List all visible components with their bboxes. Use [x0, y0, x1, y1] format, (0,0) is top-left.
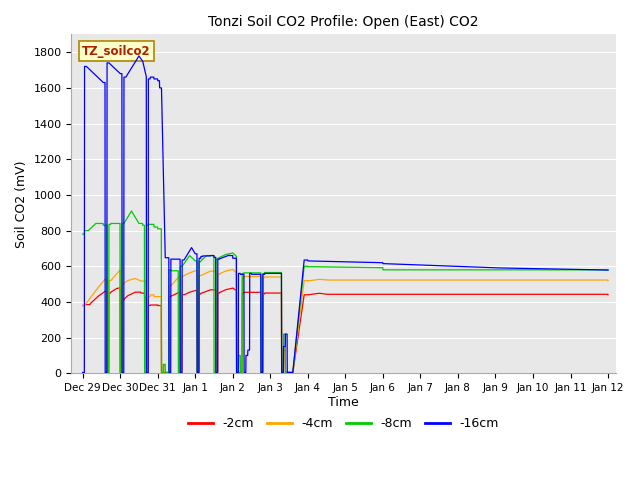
Text: TZ_soilco2: TZ_soilco2 [83, 45, 151, 58]
Title: Tonzi Soil CO2 Profile: Open (East) CO2: Tonzi Soil CO2 Profile: Open (East) CO2 [208, 15, 479, 29]
X-axis label: Time: Time [328, 396, 359, 409]
Y-axis label: Soil CO2 (mV): Soil CO2 (mV) [15, 160, 28, 248]
Legend: -2cm, -4cm, -8cm, -16cm: -2cm, -4cm, -8cm, -16cm [183, 412, 504, 435]
